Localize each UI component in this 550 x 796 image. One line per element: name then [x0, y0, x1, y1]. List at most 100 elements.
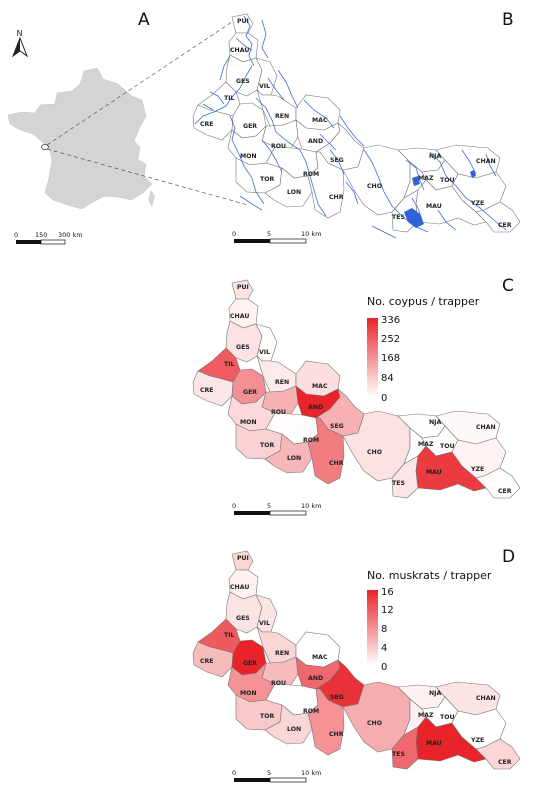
legend-color-ramp	[367, 590, 378, 666]
municipality-label: CER	[498, 759, 512, 766]
municipality-label: CHR	[329, 460, 344, 467]
municipality-label: CRE	[200, 387, 214, 394]
municipality-label: CHAN	[476, 424, 496, 431]
municipality-label: PUI	[237, 18, 249, 25]
municipality-ges	[225, 591, 263, 634]
municipality-label: CER	[498, 488, 512, 495]
river-line	[235, 37, 253, 51]
municipality-label: MAC	[312, 383, 328, 390]
municipality-label: CRE	[200, 121, 214, 128]
municipality-label: MAU	[426, 740, 442, 747]
municipality-label: LON	[287, 455, 301, 462]
legend-tick: 0	[381, 662, 387, 673]
municipality-label: TES	[392, 480, 405, 487]
municipality-label: VIL	[259, 620, 270, 627]
municipality-label: VIL	[259, 83, 270, 90]
choropleth-coypus: PUI CHAU GES VIL TIL CRE GER REN MAC ROU AND SEG MON…	[192, 279, 521, 499]
north-label: N	[17, 29, 23, 38]
france-scale-bar: 0 150 300 km	[14, 231, 83, 245]
municipality-label: MAU	[426, 469, 442, 476]
panel-letter-d: D	[502, 547, 515, 567]
municipality-label: TOU	[440, 177, 455, 184]
river-line	[405, 159, 425, 191]
municipality-label: CHR	[329, 194, 344, 201]
river-line	[219, 55, 231, 81]
municipality-label: TOU	[440, 443, 455, 450]
municipality-label: REN	[275, 650, 289, 657]
scale-tick: 150	[35, 231, 47, 239]
municipality-label: REN	[275, 113, 289, 120]
lake-shape	[404, 208, 424, 228]
municipality-cer	[475, 201, 521, 233]
municipality-label: GES	[236, 615, 250, 622]
legend-tick: 8	[381, 624, 387, 635]
municipality-cre	[192, 370, 234, 407]
scale-tick: 5	[267, 230, 271, 238]
municipality-cer	[475, 738, 521, 770]
local-scale-bar-c: 0 5 10 km	[232, 502, 321, 516]
municipality-label: MAU	[426, 203, 442, 210]
scale-tick: 5	[267, 769, 271, 777]
river-line	[329, 149, 345, 175]
municipality-label: MON	[240, 419, 257, 426]
municipality-label: TOR	[260, 713, 274, 720]
municipality-pui	[231, 550, 254, 571]
municipality-label: CHO	[367, 183, 382, 190]
lake-shape	[470, 170, 476, 178]
river-line	[267, 77, 285, 101]
river-line	[209, 91, 225, 105]
scale-tick: 0	[232, 230, 236, 238]
river-line	[319, 133, 337, 151]
panel-c: C PUI CHAU GES VIL TIL CRE GER REN MAC ROU AND SEG M…	[192, 276, 521, 516]
local-scale-bar-b: 0 5 10 km	[232, 230, 321, 244]
river-line	[255, 97, 277, 133]
municipality-label: YZE	[470, 200, 484, 207]
panel-letter-c: C	[502, 276, 514, 296]
legend-title: No. muskrats / trapper	[367, 569, 492, 582]
river-line	[371, 225, 397, 239]
river-line	[345, 181, 359, 205]
municipality-label: MAZ	[418, 441, 434, 448]
municipality-label: MON	[240, 153, 257, 160]
north-arrow-icon: N	[11, 29, 29, 58]
legend-tick: 16	[381, 587, 394, 598]
choropleth-muskrats: PUI CHAU GES VIL TIL CRE GER REN MAC ROU AND SEG MON…	[192, 550, 521, 770]
municipality-label: CHR	[329, 731, 344, 738]
scale-tick: 0	[232, 502, 236, 510]
legend-tick: 0	[381, 393, 387, 404]
municipality-label: TIL	[224, 632, 235, 639]
river-line	[239, 195, 263, 211]
legend-tick: 12	[381, 605, 394, 616]
panel-letter-b: B	[502, 10, 514, 30]
municipality-mac	[295, 360, 341, 397]
municipality-label: ROM	[303, 437, 319, 444]
municipality-label: CHAN	[476, 158, 496, 165]
lake-shape	[412, 176, 420, 186]
legend-tick: 336	[381, 315, 400, 326]
river-line	[194, 105, 227, 125]
river-line	[225, 65, 253, 107]
study-area-marker	[41, 143, 49, 150]
municipality-label: GER	[243, 123, 257, 130]
legend-tick: 4	[381, 643, 387, 654]
municipality-label: AND	[308, 138, 323, 145]
municipality-label: TOR	[260, 176, 274, 183]
municipality-chr	[307, 417, 345, 485]
municipality-label: YZE	[470, 737, 484, 744]
river-line	[485, 153, 497, 177]
municipality-label: ROM	[303, 171, 319, 178]
municipality-label: CHO	[367, 449, 382, 456]
municipality-label: CRE	[200, 658, 214, 665]
municipality-label: CHAU	[230, 584, 249, 591]
municipality-label: NJA	[429, 419, 441, 426]
municipality-label: YZE	[470, 466, 484, 473]
scale-tick: 5	[267, 502, 271, 510]
municipality-label: LON	[287, 726, 301, 733]
municipality-label: TIL	[224, 361, 235, 368]
corsica-shape	[148, 190, 155, 207]
zoom-line-top	[46, 15, 242, 146]
river-line	[429, 151, 457, 187]
municipality-label: MON	[240, 690, 257, 697]
river-line	[261, 139, 283, 173]
